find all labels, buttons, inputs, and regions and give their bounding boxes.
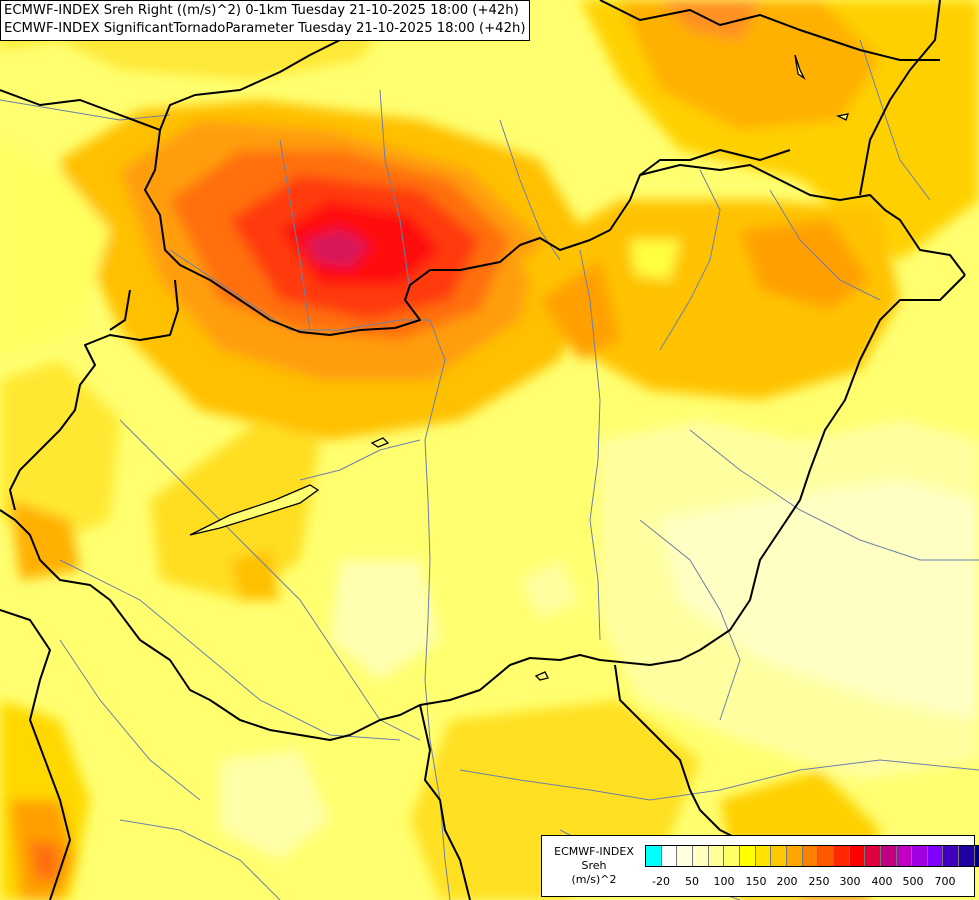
border-sk-hu xyxy=(144,129,966,336)
legend-tick-label: 250 xyxy=(808,875,830,888)
legend-swatch xyxy=(849,846,866,866)
border-hr-rs xyxy=(419,704,471,900)
map-header: ECMWF-INDEX Sreh Right ((m/s)^2) 0-1km T… xyxy=(0,0,531,41)
legend-swatch xyxy=(677,846,693,866)
lake-south xyxy=(534,671,549,681)
border-ro-rs-hr xyxy=(0,274,966,741)
lake-north xyxy=(794,54,806,80)
legend-swatch xyxy=(865,846,881,866)
legend-tick-label: 400 xyxy=(871,875,893,888)
legend-swatch xyxy=(896,846,913,866)
header-title-stp: ECMWF-INDEX SignificantTornadoParameter … xyxy=(4,21,526,36)
lake-balaton xyxy=(189,484,320,536)
legend-swatch xyxy=(708,846,725,866)
legend-tick-label: 300 xyxy=(839,875,861,888)
legend-tick-label: 500 xyxy=(902,875,924,888)
legend-swatch xyxy=(927,846,944,866)
header-title-sreh: ECMWF-INDEX Sreh Right ((m/s)^2) 0-1km T… xyxy=(4,3,519,18)
legend-swatch xyxy=(833,846,850,866)
legend-swatch xyxy=(724,846,740,866)
legend-tick-label: 700 xyxy=(934,875,956,888)
lakes xyxy=(189,54,849,681)
legend-swatch xyxy=(739,846,756,866)
border-si-hr xyxy=(0,609,71,900)
legend-swatch xyxy=(646,846,662,866)
color-legend: ECMWF-INDEX Sreh (m/s)^2 -20 50 100 150 200 2… xyxy=(541,835,979,897)
legend-swatch xyxy=(912,846,928,866)
legend-title-unit: (m/s)^2 xyxy=(571,873,617,886)
legend-swatch xyxy=(802,846,819,866)
legend-swatch xyxy=(755,846,772,866)
legend-swatch xyxy=(880,846,897,866)
border-at-hu xyxy=(9,279,179,511)
legend-swatch xyxy=(692,846,709,866)
border-ua xyxy=(859,0,941,196)
legend-swatch xyxy=(661,846,678,866)
legend-tick-label: 200 xyxy=(776,875,798,888)
legend-title-variable: Sreh xyxy=(581,859,607,872)
legend-tick-label: -20 xyxy=(652,875,670,888)
legend-swatch xyxy=(786,846,803,866)
legend-title-source: ECMWF-INDEX xyxy=(554,845,634,858)
legend-tick-label: 100 xyxy=(713,875,735,888)
legend-title: ECMWF-INDEX Sreh (m/s)^2 xyxy=(546,845,642,887)
legend-swatches xyxy=(645,845,979,867)
legend-swatch xyxy=(943,846,960,866)
legend-swatch xyxy=(959,846,975,866)
legend-ticks: -20 50 100 150 200 250 300 400 500 700 xyxy=(646,875,966,889)
lake-north-2 xyxy=(836,113,849,121)
legend-swatch xyxy=(818,846,834,866)
legend-tick-label: 50 xyxy=(685,875,699,888)
lake-small xyxy=(370,437,390,448)
legend-tick-label: 150 xyxy=(745,875,767,888)
legend-swatch xyxy=(974,846,979,866)
legend-swatch xyxy=(771,846,787,866)
